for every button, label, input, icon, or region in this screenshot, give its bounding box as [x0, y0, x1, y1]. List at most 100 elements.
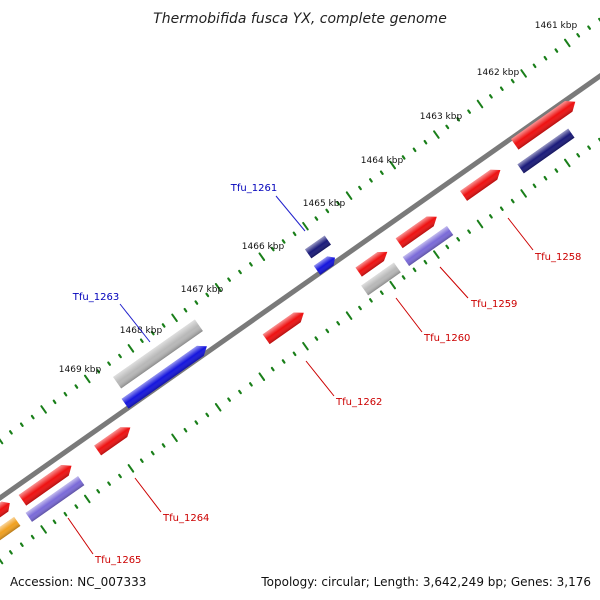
inner-tick [369, 298, 373, 303]
outer-tick [258, 252, 266, 261]
inner-tick [205, 412, 210, 418]
inner-tick [489, 214, 493, 219]
outer-tick [576, 33, 581, 38]
outer-tick [127, 344, 135, 353]
inner-tick [171, 433, 178, 443]
inner-tick [150, 450, 155, 456]
gene-label[interactable]: Tfu_1259 [470, 299, 517, 310]
outer-tick [30, 414, 35, 420]
outer-tick [336, 201, 341, 206]
inner-tick [302, 341, 309, 351]
gene-label[interactable]: Tfu_1263 [72, 292, 119, 303]
outer-tick [249, 262, 253, 267]
genome-summary: Topology: circular; Length: 3,642,249 bp… [260, 575, 591, 589]
outer-tick [423, 139, 428, 145]
outer-tick [214, 283, 222, 292]
gene-features [0, 96, 579, 544]
inner-tick [227, 397, 231, 402]
inner-tick [598, 137, 600, 142]
outer-tick [563, 38, 571, 48]
accession-label: Accession: NC_007333 [10, 575, 146, 589]
gene-feature[interactable] [395, 212, 441, 249]
outer-tick-ring [0, 17, 600, 445]
outer-tick [379, 170, 384, 175]
gene-feature[interactable] [305, 235, 331, 259]
gene-feature[interactable] [313, 253, 338, 275]
outer-tick [532, 63, 537, 69]
inner-tick [554, 168, 559, 173]
gene-labels: Tfu_1258 Tfu_1259 Tfu_1260 Tfu_1261 Tfu_1262… [67, 183, 581, 566]
gene-feature[interactable] [25, 476, 85, 522]
gene-feature[interactable] [94, 423, 134, 456]
gene-feature[interactable] [0, 516, 21, 544]
inner-tick [543, 175, 548, 181]
gene-leader-line [119, 303, 151, 343]
inner-tick [576, 153, 581, 158]
inner-tick [423, 259, 428, 265]
gene-feature[interactable] [121, 341, 211, 409]
gene-label[interactable]: Tfu_1265 [94, 555, 141, 566]
inner-tick [325, 328, 330, 334]
gene-feature[interactable] [460, 165, 504, 201]
outer-tick [467, 109, 471, 114]
inner-tick [401, 275, 406, 280]
outer-tick [74, 384, 79, 389]
gene-feature[interactable] [355, 247, 391, 277]
outer-tick [520, 69, 527, 78]
tick-label: 1465 kbp [303, 199, 346, 209]
map-title: Thermobifida fusca YX, complete genome [153, 11, 447, 27]
inner-tick [118, 473, 122, 479]
gene-feature[interactable] [517, 128, 575, 174]
inner-tick [0, 558, 4, 565]
gene-feature[interactable] [0, 498, 13, 522]
outer-tick [52, 399, 57, 405]
tick-label: 1463 kbp [420, 112, 463, 122]
outer-tick [40, 405, 47, 414]
tick-label: 1461 kbp [535, 21, 578, 31]
outer-tick [325, 208, 330, 214]
gene-feature[interactable] [361, 262, 401, 296]
outer-tick [598, 17, 600, 22]
tick-labels: 1461 kbp 1462 kbp 1463 kbp 1464 kbp 1465 kbp… [59, 21, 578, 375]
outer-tick [281, 239, 286, 244]
outer-tick [543, 55, 548, 61]
gene-label[interactable]: Tfu_1260 [423, 333, 470, 344]
gene-feature[interactable] [18, 460, 76, 506]
outer-tick [83, 374, 91, 384]
outer-tick [0, 438, 4, 445]
inner-tick [433, 250, 440, 259]
gene-feature[interactable] [113, 319, 203, 389]
inner-tick [532, 183, 537, 189]
inner-tick [467, 229, 471, 234]
gene-label[interactable]: Tfu_1264 [162, 513, 209, 524]
inner-tick [249, 382, 253, 387]
inner-tick [292, 351, 297, 357]
outer-tick [9, 430, 13, 435]
outer-tick [161, 323, 166, 328]
outer-tick [389, 160, 397, 170]
outer-tick [19, 422, 24, 427]
gene-feature[interactable] [262, 308, 308, 345]
gene-label[interactable]: Tfu_1258 [534, 252, 581, 263]
inner-tick [499, 206, 504, 211]
inner-tick [107, 481, 111, 486]
gene-leader-line [507, 217, 534, 251]
gene-label[interactable]: Tfu_1262 [335, 397, 382, 408]
outer-tick [302, 221, 309, 231]
outer-tick [554, 48, 559, 53]
gene-feature[interactable] [402, 225, 454, 267]
inner-tick [345, 311, 353, 320]
inner-tick [336, 321, 341, 326]
inner-tick [63, 511, 68, 517]
outer-tick [96, 369, 101, 374]
outer-tick [107, 361, 111, 366]
inner-tick [412, 267, 417, 273]
outer-tick [139, 338, 144, 343]
gene-feature[interactable] [510, 96, 579, 150]
inner-tick [52, 519, 57, 525]
gene-leader-line [275, 195, 306, 232]
outer-tick [238, 269, 242, 275]
gene-label[interactable]: Tfu_1261 [230, 183, 277, 194]
inner-tick [510, 198, 515, 204]
